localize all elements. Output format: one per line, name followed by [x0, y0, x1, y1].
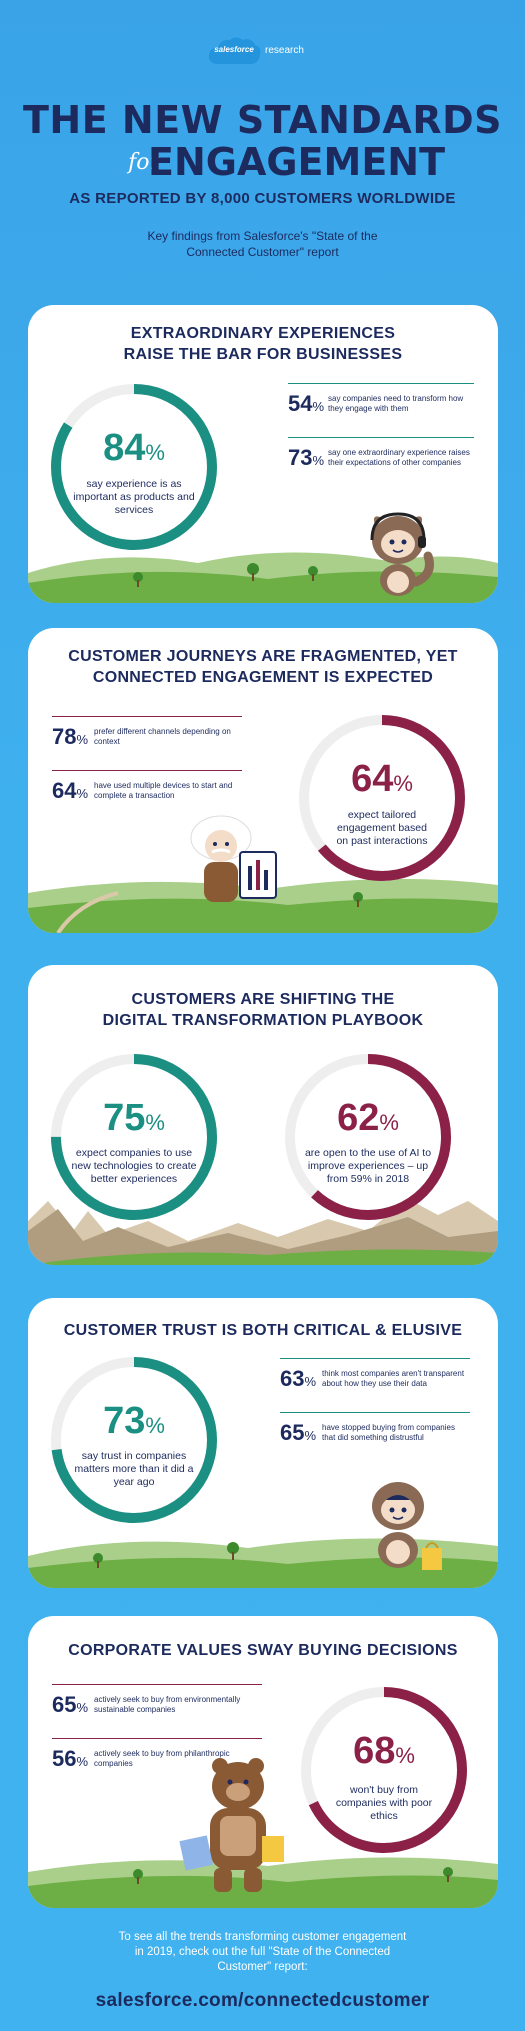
hills-scene — [28, 533, 498, 603]
ring-percent: 62% — [337, 1097, 399, 1139]
ring-caption: are open to the use of AI to improve exp… — [304, 1147, 432, 1185]
ring-progress — [301, 1687, 467, 1853]
ring-percent: 84% — [103, 427, 165, 469]
mountains-scene — [28, 1191, 498, 1265]
section-title: CUSTOMER JOURNEYS ARE FRAGMENTED, YET CO… — [68, 648, 458, 686]
ring-progress — [51, 1054, 217, 1220]
stat-65: 65% have stopped buying from companies t… — [280, 1412, 470, 1462]
stat-54: 54% say companies need to transform how … — [288, 383, 474, 433]
page-title-for: for — [128, 150, 160, 175]
stat-caption: think most companies aren't transparent … — [322, 1369, 465, 1388]
stat-ring-73: 73% say trust in companies matters more … — [50, 1356, 218, 1524]
logo-sub-text: research — [265, 45, 304, 56]
section-title: CUSTOMERS ARE SHIFTING THE DIGITAL TRANS… — [102, 991, 424, 1029]
ring-progress — [285, 1054, 451, 1220]
intro-text: Key findings from Salesforce's "State of… — [147, 229, 378, 259]
page-subtitle: AS REPORTED BY 8,000 CUSTOMERS WORLDWIDE — [69, 190, 456, 207]
hills-scene — [28, 1838, 498, 1908]
ring-caption: expect companies to use new technologies… — [71, 1147, 197, 1185]
report-link[interactable]: salesforce.com/connectedcustomer — [95, 1990, 430, 2011]
section-title: CUSTOMER TRUST IS BOTH CRITICAL & ELUSIV… — [63, 1322, 463, 1339]
astro-mascot-headset — [358, 500, 438, 600]
ring-caption: won't buy from companies with poor ethic… — [335, 1784, 433, 1822]
ring-percent: 64% — [351, 758, 413, 800]
hills-scene — [28, 863, 498, 933]
stat-caption: say companies need to transform how they… — [328, 394, 464, 413]
section-title: CORPORATE VALUES SWAY BUYING DECISIONS — [68, 1642, 458, 1659]
salesforce-cloud-icon — [205, 34, 263, 68]
stat-ring-84: 84% say experience is as important as pr… — [50, 383, 218, 551]
section-card-trust: CUSTOMER TRUST IS BOTH CRITICAL & ELUSIV… — [28, 1298, 498, 1588]
ring-caption: say experience is as important as produc… — [73, 478, 195, 516]
einstein-mascot-tablet — [176, 800, 296, 920]
stat-78: 78% prefer different channels depending … — [52, 716, 242, 766]
section-card-digital: CUSTOMERS ARE SHIFTING THE DIGITAL TRANS… — [28, 965, 498, 1265]
logo-brand-text: salesforce — [214, 45, 254, 54]
stat-caption: have stopped buying from companies that … — [322, 1423, 455, 1442]
stat-64: 64% have used multiple devices to start … — [52, 770, 242, 820]
stat-ring-64: 64% expect tailored engagement based on … — [298, 714, 466, 882]
stat-63: 63% think most companies aren't transpar… — [280, 1358, 470, 1408]
ring-percent: 68% — [353, 1730, 415, 1772]
page-title-line2: ENGAGEMENT — [148, 140, 446, 184]
ring-caption: say trust in companies matters more than… — [74, 1450, 194, 1488]
stat-ring-75: 75% expect companies to use new technolo… — [50, 1053, 218, 1221]
footer-text: To see all the trends transforming custo… — [118, 1931, 407, 1973]
salesforce-research-logo[interactable]: salesforce research — [205, 34, 317, 68]
section-card-values: CORPORATE VALUES SWAY BUYING DECISIONS 6… — [28, 1616, 498, 1908]
stat-ring-62: 62% are open to the use of AI to improve… — [284, 1053, 452, 1221]
ring-progress — [51, 1357, 217, 1523]
stat-caption: actively seek to buy from philanthropic … — [94, 1749, 230, 1768]
section-title: EXTRAORDINARY EXPERIENCES RAISE THE BAR … — [123, 325, 403, 363]
stat-ring-68: 68% won't buy from companies with poor e… — [300, 1686, 468, 1854]
stat-caption: prefer different channels depending on c… — [94, 727, 231, 746]
ring-progress — [51, 384, 217, 550]
ring-caption: expect tailored engagement based on past… — [336, 809, 428, 847]
stat-73: 73% say one extraordinary experience rai… — [288, 437, 474, 487]
ring-progress — [299, 715, 465, 881]
page-title-line1: THE NEW STANDARDS — [23, 98, 502, 142]
section-card-journeys: CUSTOMER JOURNEYS ARE FRAGMENTED, YET CO… — [28, 628, 498, 933]
stat-caption: say one extraordinary experience raises … — [328, 448, 470, 467]
codey-bear-shopping — [178, 1752, 298, 1902]
astro-mascot-shopping — [358, 1470, 458, 1580]
ring-percent: 73% — [103, 1400, 165, 1442]
stat-caption: have used multiple devices to start and … — [94, 781, 233, 800]
section-card-experiences: EXTRAORDINARY EXPERIENCES RAISE THE BAR … — [28, 305, 498, 603]
header: salesforce research THE NEW STANDARDS fo… — [0, 0, 525, 300]
ring-percent: 75% — [103, 1097, 165, 1139]
stat-56: 56% actively seek to buy from philanthro… — [52, 1738, 262, 1788]
stat-caption: actively seek to buy from environmentall… — [94, 1695, 241, 1714]
stat-65: 65% actively seek to buy from environmen… — [52, 1684, 262, 1734]
